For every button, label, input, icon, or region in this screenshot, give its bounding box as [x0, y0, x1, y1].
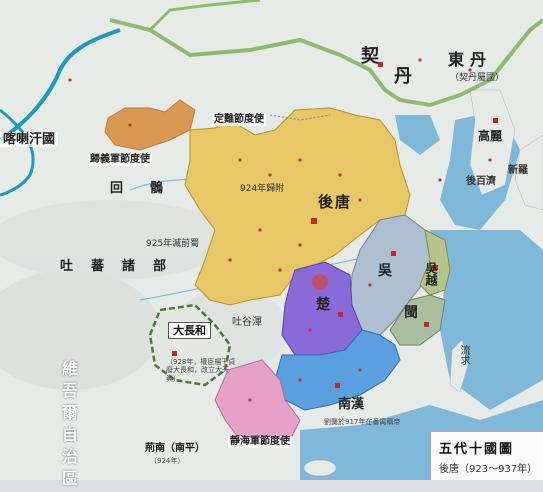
terrain-texture — [0, 200, 290, 390]
label-jingnan-note: （924年） — [150, 457, 185, 465]
north-river — [0, 28, 121, 142]
label-silla: 新羅 — [508, 165, 528, 176]
label-tubo: 吐蕃諸部 — [60, 259, 185, 274]
label-chu: 楚 — [316, 297, 330, 313]
label-min: 閩 — [404, 305, 418, 321]
label-wu: 吳 — [378, 263, 392, 279]
bohai-sea — [395, 115, 440, 155]
region-min — [389, 294, 446, 346]
map-canvas — [0, 0, 543, 480]
region-guiyi — [104, 99, 196, 151]
label-later-tang: 後唐 — [318, 193, 353, 211]
label-y924: 924年歸附 — [240, 184, 285, 194]
label-dongdan: 東丹 — [448, 50, 493, 69]
label-dingnan: 定難節度使 — [212, 114, 266, 126]
label-tunnel: 吐谷渾 — [232, 317, 262, 328]
legend-title: 五代十國圖 — [439, 442, 515, 457]
capital-chu — [338, 312, 343, 317]
taiwan-island — [449, 339, 469, 393]
label-jingnan: 荊南（南平） — [145, 443, 205, 454]
label-khitan-a: 契 — [361, 46, 379, 67]
label-goryeo: 高麗 — [478, 129, 503, 143]
khitan-border — [109, 18, 543, 108]
label-southern-han: 南漢 — [338, 397, 365, 412]
hainan-island — [303, 459, 337, 477]
capital-khitan — [378, 62, 383, 67]
korea-peninsula — [469, 89, 516, 196]
label-dachanghe-note: （928年，權臣楊干貞廢大長和，改立大天興） — [166, 358, 236, 383]
japan-island — [514, 134, 543, 211]
label-dongdan-sub: （契丹屬國） — [450, 73, 505, 83]
label-khitan-b: 丹 — [394, 66, 412, 87]
capital-wuyue — [433, 265, 438, 270]
region-southern-han — [274, 329, 401, 411]
capital-goryeo — [493, 118, 498, 123]
label-hou-baekje: 後百濟 — [466, 176, 496, 187]
region-jingnan — [312, 274, 328, 290]
legend-period: 後唐（923～937年） — [439, 464, 538, 475]
region-later-tang — [184, 107, 411, 306]
capital-han — [335, 383, 340, 388]
capital-later-tang — [311, 218, 317, 224]
karakhanid-river — [0, 108, 35, 197]
label-map-edge: 維吾爾自治區 — [59, 360, 78, 492]
label-han917: 劉龑於917年在番禺稱帝 — [324, 418, 401, 426]
map-legend: 五代十國圖 後唐（923～937年） — [430, 431, 543, 480]
label-jinghai: 靜海軍節度使 — [228, 436, 292, 448]
label-wuyue: 吳越 — [424, 262, 438, 286]
label-uyghur-b: 鶻 — [150, 181, 164, 196]
khitan-border-north — [148, 0, 261, 32]
label-dachanghe: 大長和 — [168, 322, 211, 339]
label-uyghur-a: 回 — [110, 181, 124, 196]
region-wuyue — [419, 229, 451, 296]
capital-dachanghe — [172, 351, 177, 356]
capital-min — [424, 322, 429, 327]
label-y925: 925年滅前蜀 — [146, 239, 200, 249]
label-ryukyu: 流求 — [458, 345, 469, 365]
capital-wu — [391, 251, 396, 256]
city-dots — [68, 58, 492, 402]
label-karakhanid: 喀喇汗國 — [0, 132, 59, 147]
label-guiyi: 歸義軍節度使 — [88, 154, 152, 166]
